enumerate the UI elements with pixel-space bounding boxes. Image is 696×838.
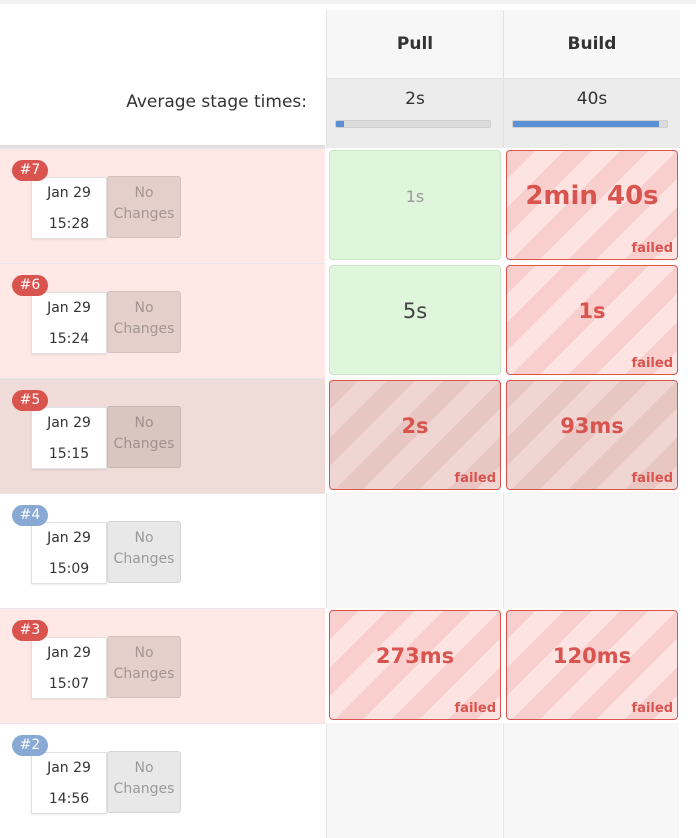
build-number-badge[interactable]: #5 <box>12 390 48 411</box>
build-row: #2 Jan 29 14:56 No Changes <box>0 723 696 838</box>
changes-label: No Changes <box>113 300 175 337</box>
stage-duration: 5s <box>402 299 428 323</box>
changes-label: No Changes <box>113 185 175 222</box>
build-info: #2 Jan 29 14:56 No Changes <box>0 723 325 838</box>
changes-label: No Changes <box>113 760 175 797</box>
stage-header-build: Build 40s <box>503 10 680 148</box>
stage-status: failed <box>631 241 673 256</box>
build-datetime: Jan 29 15:09 <box>31 522 107 584</box>
changes-indicator[interactable]: No Changes <box>107 521 181 583</box>
build-date: Jan 29 <box>47 645 91 661</box>
build-number-badge[interactable]: #6 <box>12 275 48 296</box>
stage-average-pull: 2s <box>327 79 503 148</box>
changes-indicator[interactable]: No Changes <box>107 636 181 698</box>
stage-cell-build[interactable]: 2min 40s failed <box>506 150 678 260</box>
stage-duration: 273ms <box>375 644 455 668</box>
stage-cell-build[interactable]: 1s failed <box>506 265 678 375</box>
build-info: #6 Jan 29 15:24 No Changes <box>0 263 325 378</box>
stage-cell-pull-empty <box>326 493 502 608</box>
build-row: #6 Jan 29 15:24 No Changes 5s 1s failed <box>0 263 696 378</box>
stage-cell-build[interactable]: 93ms failed <box>506 380 678 490</box>
build-time: 15:24 <box>48 331 90 347</box>
build-row: #4 Jan 29 15:09 No Changes <box>0 493 696 608</box>
header-left: Average stage times: <box>0 10 325 148</box>
stage-duration: 2min 40s <box>525 181 659 211</box>
build-time: 15:07 <box>48 676 90 692</box>
build-number-badge[interactable]: #2 <box>12 735 48 756</box>
stage-average-value: 40s <box>576 89 608 109</box>
stage-duration: 1s <box>578 299 606 323</box>
stage-duration: 2s <box>401 414 429 438</box>
build-datetime: Jan 29 15:28 <box>31 177 107 239</box>
stage-cell-pull[interactable]: 1s <box>329 150 501 260</box>
stage-status: failed <box>631 701 673 716</box>
build-info: #5 Jan 29 15:15 No Changes <box>0 378 325 493</box>
changes-indicator[interactable]: No Changes <box>107 751 181 813</box>
build-date: Jan 29 <box>47 415 91 431</box>
build-time: 15:28 <box>48 216 90 232</box>
build-time: 15:09 <box>48 561 90 577</box>
stage-header-pull: Pull 2s <box>326 10 503 148</box>
stage-average-value: 2s <box>405 89 425 109</box>
build-datetime: Jan 29 15:15 <box>31 407 107 469</box>
header-divider <box>0 145 325 148</box>
stage-duration: 120ms <box>552 644 632 668</box>
stage-cell-build-empty <box>503 493 679 608</box>
stage-status: failed <box>631 356 673 371</box>
stage-status: failed <box>454 471 496 486</box>
stage-status: failed <box>454 701 496 716</box>
build-row: #5 Jan 29 15:15 No Changes 2s failed 93ms… <box>0 378 696 493</box>
changes-label: No Changes <box>113 415 175 452</box>
stage-average-bar <box>512 120 668 128</box>
build-datetime: Jan 29 15:24 <box>31 292 107 354</box>
build-row: #3 Jan 29 15:07 No Changes 273ms failed 1… <box>0 608 696 723</box>
build-info: #3 Jan 29 15:07 No Changes <box>0 608 325 723</box>
changes-indicator[interactable]: No Changes <box>107 406 181 468</box>
stage-title-pull[interactable]: Pull <box>327 10 503 79</box>
changes-indicator[interactable]: No Changes <box>107 291 181 353</box>
build-date: Jan 29 <box>47 185 91 201</box>
changes-label: No Changes <box>113 530 175 567</box>
changes-indicator[interactable]: No Changes <box>107 176 181 238</box>
build-date: Jan 29 <box>47 300 91 316</box>
stage-average-bar <box>335 120 491 128</box>
build-date: Jan 29 <box>47 760 91 776</box>
average-stage-times-label: Average stage times: <box>126 92 307 112</box>
stage-average-bar-fill <box>513 121 660 127</box>
stage-status: failed <box>631 471 673 486</box>
changes-label: No Changes <box>113 645 175 682</box>
build-row: #7 Jan 29 15:28 No Changes 1s 2min 40s fa… <box>0 148 696 263</box>
stage-cell-build[interactable]: 120ms failed <box>506 610 678 720</box>
stage-cell-build-empty <box>503 723 679 838</box>
build-number-badge[interactable]: #4 <box>12 505 48 526</box>
build-number-badge[interactable]: #7 <box>12 160 48 181</box>
stage-average-build: 40s <box>504 79 680 148</box>
top-strip <box>0 0 696 4</box>
stage-cell-pull-empty <box>326 723 502 838</box>
stage-cell-pull[interactable]: 2s failed <box>329 380 501 490</box>
build-datetime: Jan 29 15:07 <box>31 637 107 699</box>
build-time: 15:15 <box>48 446 90 462</box>
build-number-badge[interactable]: #3 <box>12 620 48 641</box>
build-datetime: Jan 29 14:56 <box>31 752 107 814</box>
stage-average-bar-fill <box>336 121 344 127</box>
build-time: 14:56 <box>48 791 90 807</box>
stage-cell-pull[interactable]: 273ms failed <box>329 610 501 720</box>
build-info: #4 Jan 29 15:09 No Changes <box>0 493 325 608</box>
stage-duration: 1s <box>405 186 425 206</box>
stage-cell-pull[interactable]: 5s <box>329 265 501 375</box>
build-date: Jan 29 <box>47 530 91 546</box>
build-info: #7 Jan 29 15:28 No Changes <box>0 148 325 263</box>
stage-title-build[interactable]: Build <box>504 10 680 79</box>
stage-duration: 93ms <box>560 414 624 438</box>
